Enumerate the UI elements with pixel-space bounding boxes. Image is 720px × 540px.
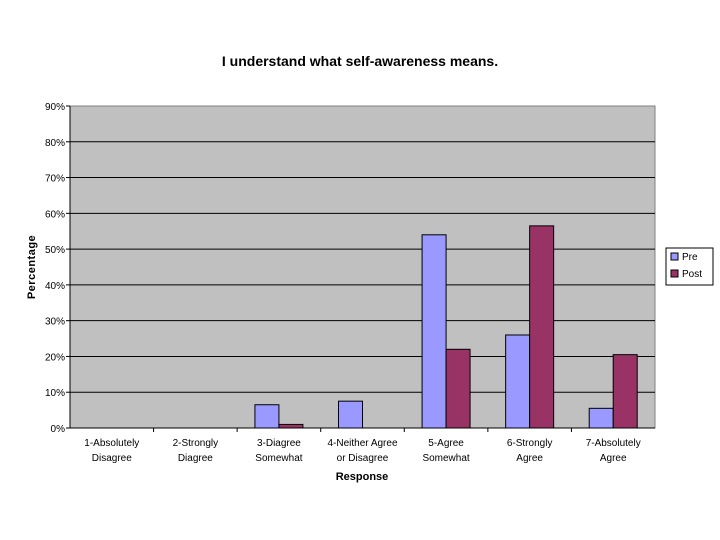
y-tick-label: 70% xyxy=(45,174,65,185)
legend-swatch-post xyxy=(670,269,679,278)
y-tick-label: 0% xyxy=(51,424,66,435)
legend: Pre Post xyxy=(665,247,714,286)
y-axis-label: Percentage xyxy=(26,235,38,299)
legend-swatch-pre xyxy=(670,252,679,261)
bar-pre xyxy=(254,404,280,429)
x-tick-label: 1-Absolutely Disagree xyxy=(84,438,139,464)
x-tick-label: 5-Agree Somewhat xyxy=(422,438,469,464)
y-tick-label: 90% xyxy=(45,102,65,113)
chart-title: I understand what self-awareness means. xyxy=(222,53,498,69)
gridlines xyxy=(70,141,655,393)
bar-pre xyxy=(421,234,447,429)
bar-pre xyxy=(505,334,531,429)
bar-pre xyxy=(338,400,363,429)
x-axis-label: Response xyxy=(336,471,389,483)
y-tick-label: 40% xyxy=(45,281,65,292)
legend-label-pre: Pre xyxy=(682,252,698,263)
y-tick-label: 20% xyxy=(45,352,65,363)
x-tick-label: 7-Absolutely Agree xyxy=(586,438,641,464)
bar-post xyxy=(278,423,304,429)
x-axis-ticks: 1-Absolutely Disagree 2-Strongly Diagree 3-D… xyxy=(84,428,641,464)
bar-post xyxy=(529,225,555,429)
plot-area xyxy=(69,105,656,429)
y-tick-label: 50% xyxy=(45,245,65,256)
bars xyxy=(254,225,638,429)
bar-post xyxy=(612,354,638,429)
x-tick-label: 2-Strongly Diagree xyxy=(173,438,219,464)
y-tick-label: 10% xyxy=(45,388,65,399)
y-tick-label: 60% xyxy=(45,209,65,220)
legend-label-post: Post xyxy=(682,269,702,280)
y-tick-label: 30% xyxy=(45,317,65,328)
y-axis-ticks: 0% 10% 20% 30% 40% 50% 60% 70% 80% 90% xyxy=(45,102,655,435)
x-tick-label: 3-Diagree Somewhat xyxy=(255,438,302,464)
bar-post xyxy=(445,348,471,429)
x-tick-label: 4-Neither Agree or Disagree xyxy=(327,438,397,464)
y-tick-label: 80% xyxy=(45,138,65,149)
bar-pre xyxy=(588,407,614,429)
x-tick-label: 6-Strongly Agree xyxy=(507,438,553,464)
